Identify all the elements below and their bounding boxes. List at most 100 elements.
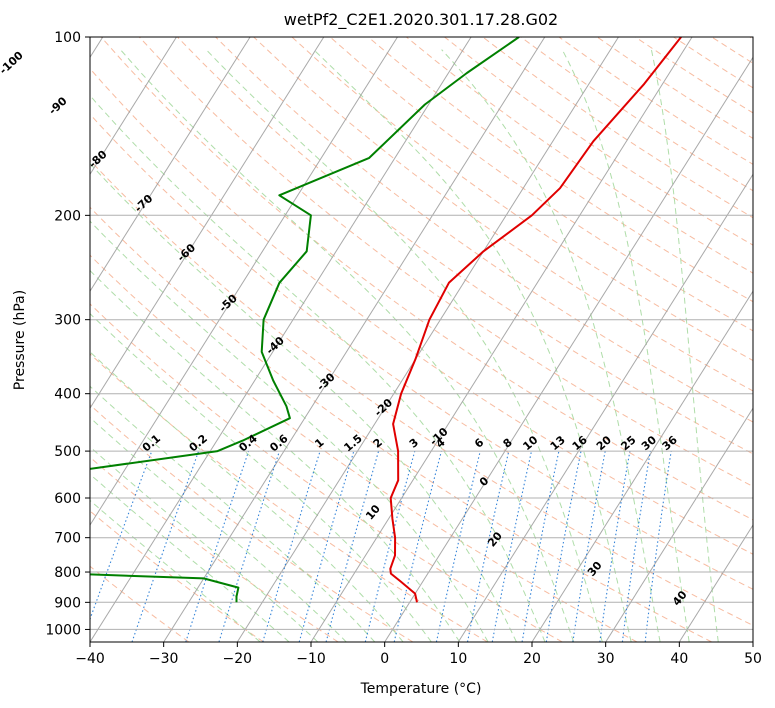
dry-adiabat [90, 303, 563, 642]
mixing-ratio-label: 3 [407, 436, 421, 451]
isotherm [90, 37, 398, 526]
dry-adiabat [596, 37, 753, 139]
isotherm [90, 37, 325, 410]
moist-adiabat [650, 49, 719, 642]
mixing-ratio-label: 16 [570, 433, 590, 453]
x-axis-ticks: −40 −30 −20 −10 0 10 20 30 40 50 [75, 642, 762, 667]
moist-adiabat [90, 499, 261, 642]
dry-adiabat [177, 37, 753, 455]
y-tick-label: 500 [54, 444, 81, 460]
y-tick-label: 900 [54, 595, 81, 611]
mixing-ratio-line [185, 450, 250, 642]
mixing-ratio-line [262, 450, 321, 642]
isotherm-label: -30 [314, 370, 338, 393]
y-tick-label: 800 [54, 565, 81, 581]
isotherm [678, 524, 753, 642]
y-tick-label: 200 [54, 208, 81, 224]
chart-title: wetPf2_C2E1.2020.301.17.28.G02 [284, 10, 558, 30]
moist-adiabat [90, 94, 546, 642]
isotherm-label: -90 [46, 94, 70, 117]
mixing-ratio-label: 30 [639, 433, 659, 453]
isotherm [605, 407, 753, 642]
dry-adiabat [138, 37, 753, 488]
isotherm [384, 56, 753, 642]
mixing-ratio-label: 36 [660, 433, 680, 453]
x-tick-label: 50 [744, 651, 762, 667]
y-axis-label: Pressure (hPa) [12, 290, 28, 390]
dry-adiabat [482, 37, 753, 219]
moist-adiabat [561, 49, 690, 642]
moist-adiabat [441, 49, 661, 642]
isotherm [752, 641, 753, 642]
moist-adiabat [120, 49, 575, 642]
isotherm [163, 37, 546, 642]
dry-adiabat [253, 37, 753, 392]
moist-adiabat [205, 49, 603, 642]
dry-adiabat [90, 159, 753, 627]
mixing-ratio-line [298, 450, 355, 642]
mixing-ratio-label: 6 [472, 436, 486, 451]
moist-adiabat [90, 269, 461, 642]
mixing-ratio-line [393, 450, 442, 642]
y-tick-label: 100 [54, 30, 81, 46]
dry-adiabat [215, 37, 753, 423]
moist-adiabat [90, 385, 376, 642]
mixing-ratio-line [218, 450, 281, 642]
dry-adiabat [711, 37, 753, 64]
dry-adiabat [635, 37, 753, 114]
dewpoint-line [90, 37, 520, 603]
isotherm [236, 37, 619, 642]
moist-adiabat [90, 416, 347, 642]
dry-adiabat [90, 353, 488, 642]
y-tick-label: 700 [54, 531, 81, 547]
dry-adiabat [749, 37, 753, 40]
dry-adiabat [291, 37, 753, 362]
mixing-ratio-line [435, 450, 481, 642]
dry-adiabat [558, 37, 753, 165]
mixing-ratio-line [131, 450, 200, 642]
isotherm-label: -70 [132, 192, 156, 215]
dry-adiabat [90, 510, 264, 642]
isotherm [90, 37, 251, 293]
x-tick-label: 40 [670, 651, 688, 667]
mixing-ratio-line [621, 451, 651, 642]
isotherm [457, 173, 753, 642]
isotherm [90, 37, 177, 176]
isotherm-label: -100 [0, 49, 26, 78]
mixing-ratio-label: 25 [619, 433, 639, 453]
moist-adiabat [90, 446, 319, 642]
isotherm-label: -50 [217, 292, 241, 315]
x-tick-label: 20 [523, 651, 541, 667]
moist-adiabat [90, 162, 517, 642]
dry-adiabat [90, 254, 638, 642]
moist-adiabat [90, 351, 404, 642]
mixing-ratio-label: 20 [594, 433, 614, 453]
x-tick-label: −10 [296, 651, 326, 667]
mixing-ratio-line [325, 450, 380, 642]
mixing-ratio-label: 10 [520, 433, 540, 453]
x-tick-label: 30 [597, 651, 615, 667]
background-lines [90, 37, 753, 642]
plot-frame [89, 36, 754, 643]
dry-adiabat [329, 37, 753, 332]
x-tick-label: −20 [223, 651, 253, 667]
mixing-ratio-line [599, 451, 631, 642]
dry-adiabat [100, 37, 753, 521]
y-tick-label: 1000 [45, 622, 81, 638]
mixing-ratio-line [644, 451, 672, 642]
x-tick-label: −30 [149, 651, 179, 667]
y-tick-label: 300 [54, 313, 81, 329]
mixing-ratio-label: 2 [371, 436, 385, 451]
isotherm [90, 37, 472, 642]
x-tick-label: −40 [75, 651, 105, 667]
mixing-ratio-line [466, 450, 510, 642]
moist-adiabat [90, 220, 489, 642]
sounding-lines [90, 37, 682, 603]
dry-adiabat [367, 37, 753, 303]
dry-adiabat [90, 565, 190, 642]
temperature-line [389, 37, 682, 603]
x-tick-label: 10 [449, 651, 467, 667]
isotherm [531, 290, 753, 642]
mixing-ratio-line [364, 450, 416, 642]
